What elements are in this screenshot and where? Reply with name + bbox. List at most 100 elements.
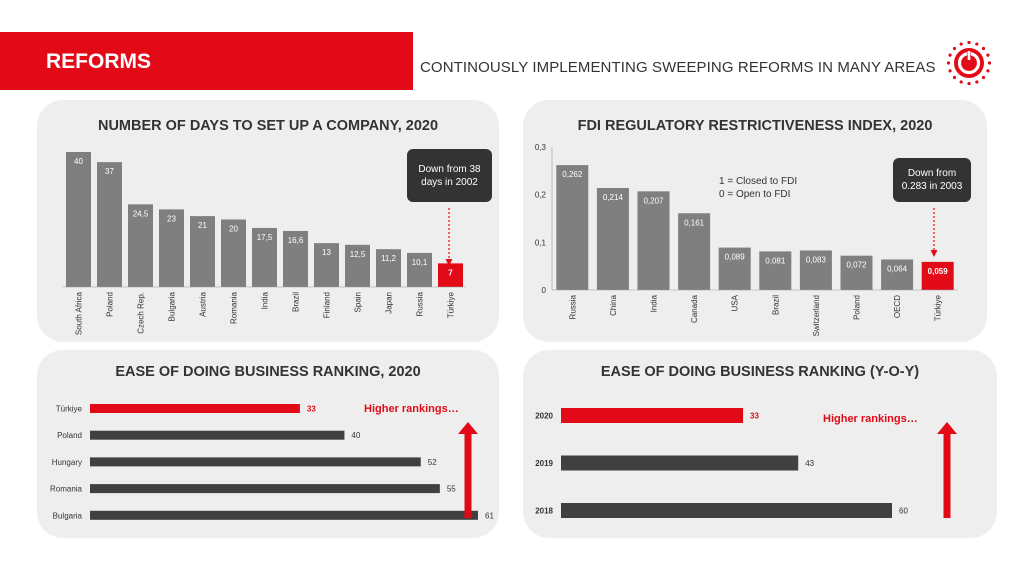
days-to-set-up-panel: NUMBER OF DAYS TO SET UP A COMPANY, 2020… (37, 100, 499, 342)
fdi-chart: 0,262 Russia 0,214 China 0,207 India 0,161 Cana… (535, 143, 958, 336)
bar-austria (190, 216, 215, 287)
value-label-japan: 11,2 (381, 254, 397, 263)
value-label-t-rkiye: 33 (307, 405, 316, 414)
days-callout: Down from 38 days in 2002 (407, 149, 492, 202)
category-label-switzerland: Switzerland (812, 295, 821, 336)
bar-oecd (881, 259, 914, 290)
value-label-austria: 21 (198, 221, 207, 230)
category-label-usa: USA (731, 294, 740, 311)
bar-russia (556, 165, 589, 290)
value-label-romania: 20 (229, 225, 238, 234)
value-label-brazil: 16,6 (288, 236, 304, 245)
category-label-south-africa: South Africa (75, 291, 84, 335)
presidency-investment-office-logo-icon (946, 40, 992, 86)
logo-star (975, 42, 979, 46)
higher-rank-arrow-up-icon (458, 422, 478, 434)
ease-2020-higher-note: Higher rankings… (364, 403, 459, 415)
category-label-czech-rep: Czech Rep. (137, 292, 146, 334)
ease-2020-chart: Türkiye 33 Poland 40 Hungary 52 Romania 55 Bulga… (50, 404, 494, 520)
value-label-finland: 13 (322, 248, 331, 257)
bar-2020 (561, 408, 744, 423)
value-label-t-rkiye: 0,059 (928, 267, 949, 276)
category-label-t-rkiye: Türkiye (56, 405, 83, 414)
category-label-india: India (650, 294, 659, 312)
ease-2020-chart-title: EASE OF DOING BUSINESS RANKING, 2020 (115, 364, 421, 380)
y-tick-label: 0 (542, 286, 547, 295)
category-label-t-rkiye: Türkiye (934, 294, 943, 321)
bar-2019 (561, 455, 799, 471)
category-label-romania: Romania (230, 291, 239, 324)
logo-star (959, 42, 963, 46)
page-subtitle: CONTINOUSLY IMPLEMENTING SWEEPING REFORM… (420, 59, 936, 76)
ease-yoy-panel: EASE OF DOING BUSINESS RANKING (Y-O-Y) 2… (523, 350, 997, 538)
logo-star (952, 46, 957, 51)
value-label-south-africa: 40 (74, 157, 83, 166)
category-label-bulgaria: Bulgaria (53, 511, 83, 520)
y-tick-label: 0,2 (535, 191, 547, 200)
category-label-2020: 2020 (535, 412, 553, 421)
days-chart-title: NUMBER OF DAYS TO SET UP A COMPANY, 2020 (97, 118, 439, 134)
category-label-china: China (609, 294, 618, 315)
category-label-brazil: Brazil (292, 292, 301, 312)
value-label-canada: 0,161 (684, 218, 705, 227)
bar-t-rkiye (438, 263, 463, 287)
bar-poland (97, 162, 122, 287)
bar-brazil (283, 230, 308, 287)
category-label-austria: Austria (199, 291, 208, 316)
fdi-index-panel: FDI REGULATORY RESTRICTIVENESS INDEX, 20… (523, 100, 987, 342)
value-label-hungary: 52 (428, 458, 437, 467)
bar-romania (221, 219, 246, 287)
value-label-switzerland: 0,083 (806, 255, 827, 264)
category-label-2019: 2019 (535, 459, 553, 468)
bar-japan (376, 249, 401, 287)
page-title: REFORMS (46, 50, 151, 73)
bar-czech-rep (128, 204, 153, 287)
y-tick-label: 0,1 (535, 238, 547, 247)
value-label-brazil: 0,081 (765, 256, 786, 265)
logo-star (946, 61, 951, 65)
callout-arrow-head-icon (930, 250, 938, 257)
value-label-bulgaria: 23 (167, 214, 176, 223)
higher-rank-arrow-up-icon (937, 422, 957, 434)
logo-star (948, 53, 952, 57)
logo-star (967, 81, 971, 86)
value-label-romania: 55 (447, 485, 456, 494)
value-label-2018: 60 (899, 507, 908, 516)
value-label-russia: 10,1 (412, 258, 428, 267)
fdi-note: 1 = Closed to FDI 0 = Open to FDI (719, 175, 797, 201)
fdi-note-open: 0 = Open to FDI (719, 189, 791, 200)
value-label-poland: 0,072 (846, 261, 867, 270)
bar-poland (840, 255, 873, 290)
category-label-india: India (261, 291, 270, 309)
bar-brazil (759, 251, 792, 290)
header-bar (0, 32, 413, 90)
higher-rank-arrow-shaft (464, 433, 472, 518)
value-label-poland: 40 (351, 431, 360, 440)
value-label-spain: 12,5 (350, 250, 366, 259)
ease-yoy-chart-title: EASE OF DOING BUSINESS RANKING (Y-O-Y) (600, 364, 920, 380)
bar-bulgaria (159, 209, 184, 287)
higher-rank-arrow-shaft (943, 433, 951, 518)
category-label-russia: Russia (568, 294, 577, 319)
bar-2018 (561, 503, 892, 518)
category-label-t-rkiye: Türkiye (447, 291, 456, 318)
bar-t-rkiye (90, 404, 300, 413)
value-label-russia: 0,262 (562, 170, 583, 179)
ease-yoy-chart: 2020 33 2019 43 2018 60 (535, 408, 957, 518)
category-label-brazil: Brazil (771, 295, 780, 315)
category-label-hungary: Hungary (52, 458, 82, 467)
bar-russia (407, 252, 432, 287)
category-label-poland: Poland (853, 295, 862, 320)
bar-india (637, 191, 670, 290)
bar-bulgaria (90, 510, 478, 520)
bar-t-rkiye (921, 261, 954, 290)
value-label-oecd: 0,064 (887, 264, 908, 273)
callout-arrow-head-icon (445, 259, 453, 266)
fdi-callout: Down from 0.283 in 2003 (893, 158, 971, 202)
value-label-t-rkiye: 7 (448, 268, 453, 277)
category-label-poland: Poland (106, 292, 115, 317)
value-label-bulgaria: 61 (485, 511, 494, 520)
days-chart: 40 South Africa 37 Poland 24,5 Czech Rep. 23 Bu… (63, 152, 466, 335)
value-label-china: 0,214 (603, 193, 624, 202)
logo-star (981, 46, 986, 51)
